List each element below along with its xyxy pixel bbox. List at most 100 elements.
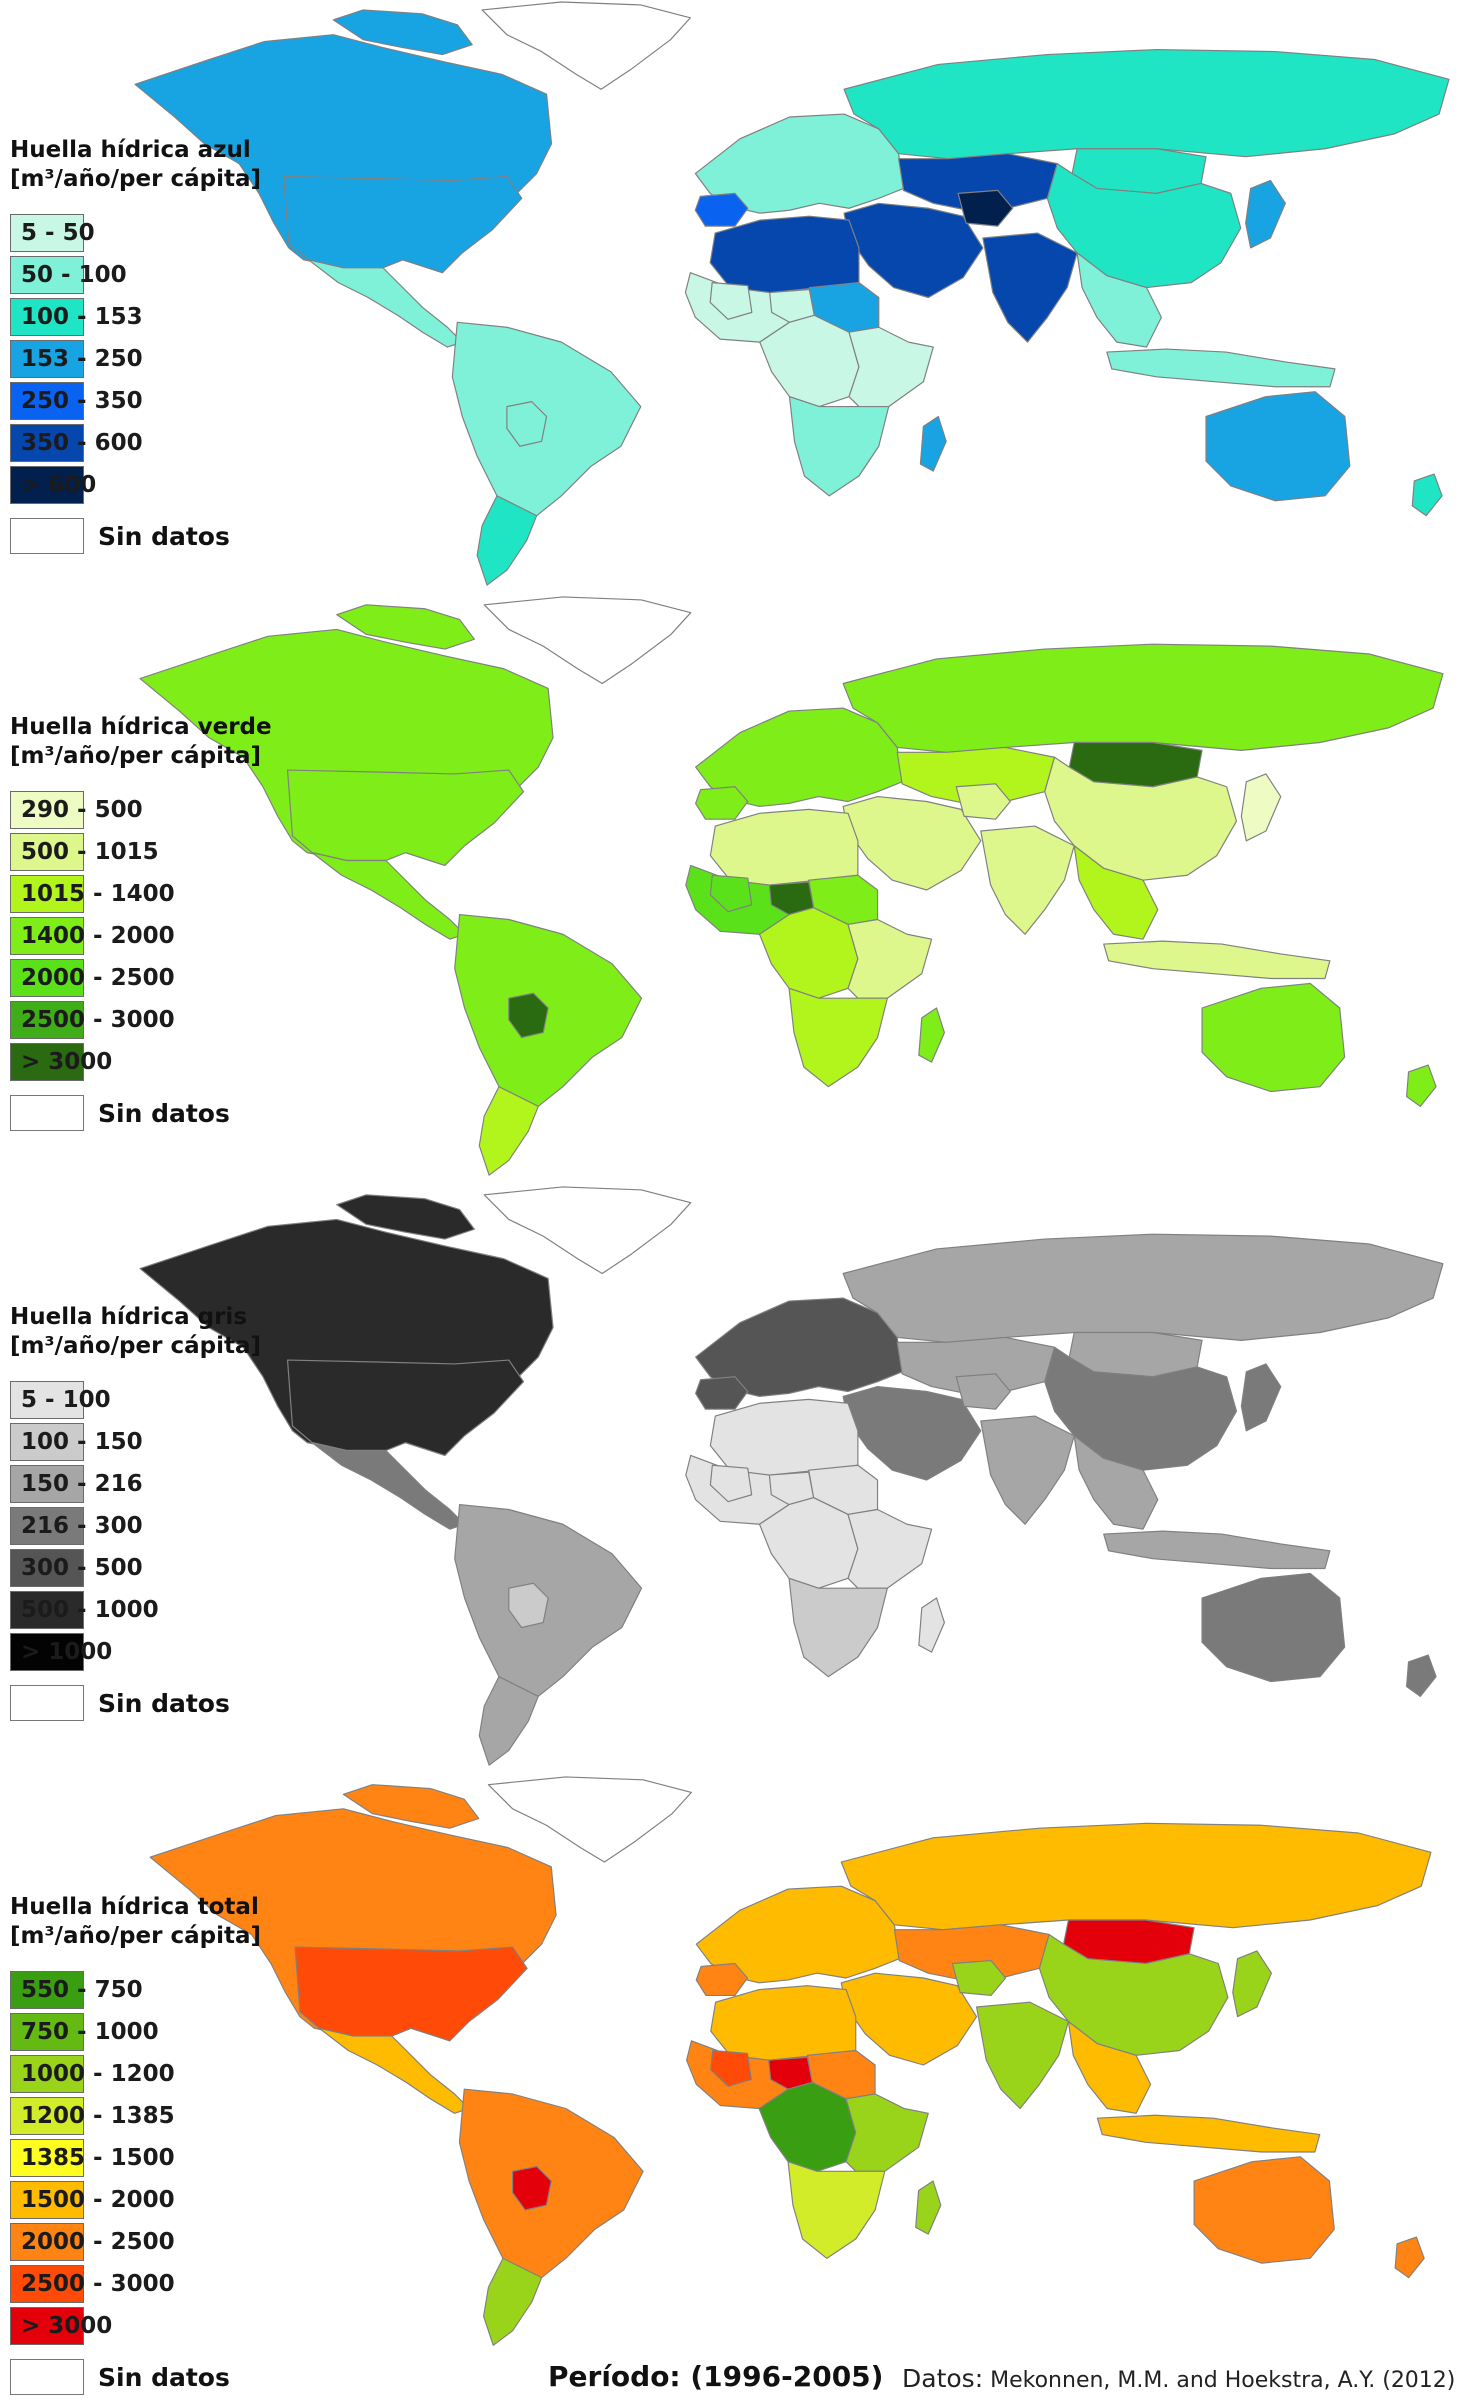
region-north-africa xyxy=(710,1985,857,2061)
legend-item: 5 - 100 xyxy=(10,1379,261,1421)
region-australia xyxy=(1201,982,1346,1093)
legend-azul: Huella hídrica azul [m³/año/per cápita] … xyxy=(10,136,261,556)
region-central-america xyxy=(318,2027,470,2114)
region-central-asia xyxy=(893,1924,1050,1981)
region-east-africa xyxy=(847,1508,933,1589)
region-southeast-asia xyxy=(1073,845,1159,940)
legend-label: 50 - 100 xyxy=(21,262,127,288)
region-greenland xyxy=(483,596,692,685)
legend-no-data: Sin datos xyxy=(10,1093,272,1133)
world-map-total xyxy=(149,1776,1432,2346)
legend-swatch: > 3000 xyxy=(10,2307,112,2345)
region-india xyxy=(980,825,1075,935)
region-south-america xyxy=(454,913,643,1112)
legend-label: 1000 - 1200 xyxy=(21,2061,175,2087)
region-arctic-islands xyxy=(332,9,473,56)
region-patagonia xyxy=(483,2257,543,2346)
legend-swatch: 1400 - 2000 xyxy=(10,917,175,955)
legend-no-data: Sin datos xyxy=(10,516,261,556)
legend-swatch: 300 - 500 xyxy=(10,1549,143,1587)
region-greenland xyxy=(481,1,691,90)
region-middle-east xyxy=(842,795,982,891)
legend-item: 350 - 600 xyxy=(10,422,261,464)
legend-swatch: 2500 - 3000 xyxy=(10,1001,175,1039)
legend-label: 500 - 1000 xyxy=(21,1597,159,1623)
region-india xyxy=(982,232,1078,343)
region-middle-east xyxy=(842,1385,982,1481)
region-patagonia xyxy=(478,1676,539,1766)
region-madagascar xyxy=(918,1007,945,1063)
legend-item: 216 - 300 xyxy=(10,1505,261,1547)
region-australia xyxy=(1201,1572,1346,1683)
region-new-zealand xyxy=(1405,1654,1437,1697)
world-map-verde xyxy=(139,596,1444,1176)
region-central-america xyxy=(311,1442,466,1530)
region-patagonia xyxy=(478,1086,539,1176)
legend-swatch: 1385 - 1500 xyxy=(10,2139,175,2177)
legend-item: 5 - 50 xyxy=(10,212,261,254)
region-north-africa xyxy=(709,808,859,886)
region-iberia xyxy=(695,786,749,820)
legend-title: Huella hídrica total [m³/año/per cápita] xyxy=(10,1894,261,1949)
legend-item: 1385 - 1500 xyxy=(10,2137,261,2179)
region-usa xyxy=(283,175,523,274)
region-east-africa xyxy=(848,326,934,408)
legend-item: 100 - 153 xyxy=(10,296,261,338)
region-usa xyxy=(286,769,525,867)
legend-swatch: 5 - 100 xyxy=(10,1381,111,1419)
legend-item: 500 - 1000 xyxy=(10,1589,261,1631)
region-mali xyxy=(709,874,753,913)
region-central-asia xyxy=(896,1336,1056,1395)
legend-swatch: 50 - 100 xyxy=(10,256,127,294)
region-india xyxy=(976,2001,1069,2110)
world-map-gris xyxy=(139,1186,1444,1766)
legend-title: Huella hídrica azul [m³/año/per cápita] xyxy=(10,137,261,192)
legend-label: 5 - 100 xyxy=(21,1387,111,1413)
region-new-zealand xyxy=(1411,473,1443,517)
no-data-label: Sin datos xyxy=(98,1098,230,1128)
no-data-label: Sin datos xyxy=(98,2362,230,2392)
source-citation: Mekonnen, M.M. and Hoekstra, A.Y. (2012) xyxy=(983,2368,1456,2393)
legend-label: 350 - 600 xyxy=(21,430,143,456)
legend-label: 150 - 216 xyxy=(21,1471,143,1497)
legend-swatch: 750 - 1000 xyxy=(10,2013,159,2051)
legend-swatch: 5 - 50 xyxy=(10,214,95,252)
region-afghanistan xyxy=(955,1373,1011,1410)
region-south-america xyxy=(454,1503,643,1702)
legend-label: > 1000 xyxy=(21,1639,113,1665)
period-label: Período: (1996-2005) xyxy=(548,2360,884,2393)
region-australia xyxy=(1193,2156,1335,2264)
region-central-america xyxy=(311,852,466,940)
region-southern-africa xyxy=(788,1577,888,1678)
legend-no-data: Sin datos xyxy=(10,1683,261,1723)
no-data-label: Sin datos xyxy=(98,521,230,551)
region-indonesia xyxy=(1106,348,1336,388)
legend-swatch: 150 - 216 xyxy=(10,1465,143,1503)
region-mali xyxy=(709,282,753,320)
legend-item: 153 - 250 xyxy=(10,338,261,380)
legend-label: > 3000 xyxy=(21,1049,113,1075)
legend-label: 1400 - 2000 xyxy=(21,923,175,949)
legend-swatch: > 1000 xyxy=(10,1633,112,1671)
region-bolivia xyxy=(512,2165,552,2211)
legend-gris: Huella hídrica gris [m³/año/per cápita] … xyxy=(10,1303,261,1723)
region-north-africa xyxy=(709,215,860,294)
legend-swatch: > 3000 xyxy=(10,1043,112,1081)
region-central-america xyxy=(307,259,463,348)
legend-item: 50 - 100 xyxy=(10,254,261,296)
legend-item: 1400 - 2000 xyxy=(10,915,272,957)
region-central-asia xyxy=(896,746,1056,805)
legend-label: > 3000 xyxy=(21,2313,113,2339)
region-indonesia xyxy=(1103,1530,1331,1570)
legend-item: > 1000 xyxy=(10,1631,261,1673)
region-india xyxy=(980,1415,1075,1525)
legend-swatch: 1200 - 1385 xyxy=(10,2097,175,2135)
region-arctic-islands xyxy=(336,604,475,650)
region-afghanistan xyxy=(951,1960,1007,1996)
region-southeast-asia xyxy=(1073,1435,1159,1530)
region-iberia xyxy=(695,1376,749,1410)
legend-label: 2000 - 2500 xyxy=(21,965,175,991)
region-new-zealand xyxy=(1394,2236,1425,2279)
legend-swatch: 2000 - 2500 xyxy=(10,2223,175,2261)
legend-swatch: 100 - 150 xyxy=(10,1423,143,1461)
